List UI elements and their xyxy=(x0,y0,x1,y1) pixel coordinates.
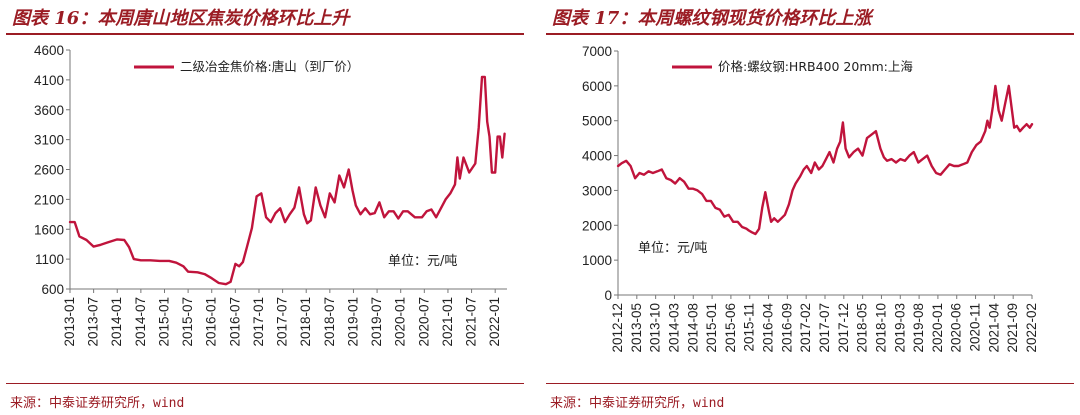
y-tick-label: 4000 xyxy=(582,149,612,164)
y-tick-label: 3100 xyxy=(34,133,64,148)
x-tick-label: 2018-10 xyxy=(873,303,888,353)
y-tick-label: 1000 xyxy=(582,253,612,268)
x-tick-label: 2015-07 xyxy=(180,297,195,347)
x-tick-label: 2020-11 xyxy=(968,303,983,352)
x-tick-label: 2016-04 xyxy=(761,303,776,353)
x-tick-label: 2017-12 xyxy=(836,303,851,353)
x-tick-label: 2021-09 xyxy=(1005,303,1020,353)
y-tick-label: 2000 xyxy=(582,218,612,233)
coke-price-chart: 600 1100 1600 2100 2600 3100 3600 4100 4600 2013-… xyxy=(34,43,507,347)
y-tick-label: 7000 xyxy=(582,44,612,59)
title-divider xyxy=(6,33,524,35)
x-tick-label: 2022-02 xyxy=(1024,303,1039,353)
rebar-price-chart: 0 1000 2000 3000 4000 5000 6000 7000 2012-12 2013… xyxy=(582,44,1039,353)
x-tick-label: 2020-07 xyxy=(416,297,431,347)
y-tick-label: 0 xyxy=(604,288,612,303)
series-line xyxy=(68,75,506,286)
y-tick-label: 3600 xyxy=(34,103,64,118)
x-tick-label: 2018-05 xyxy=(855,303,870,353)
x-tick-label: 2018-07 xyxy=(322,297,337,347)
source-note: 来源：中泰证券研究所，wind xyxy=(550,396,725,411)
x-tick-label: 2015-11 xyxy=(742,303,757,352)
x-tick-label: 2014-08 xyxy=(685,303,700,353)
y-tick-label: 1100 xyxy=(35,252,64,267)
figure-title: 图表 17：本周螺纹钢现货价格环比上涨 xyxy=(552,8,872,29)
y-tick-label: 2600 xyxy=(34,163,64,178)
figure-title: 图表 16：本周唐山地区焦炭价格环比上升 xyxy=(12,8,350,29)
x-tick-label: 2015-01 xyxy=(704,303,719,353)
x-tick-label: 2020-01 xyxy=(393,297,408,347)
x-tick-label: 2021-07 xyxy=(464,297,479,347)
y-tick-label: 2100 xyxy=(34,192,64,207)
x-tick-label: 2016-09 xyxy=(779,303,794,353)
x-tick-label: 2014-03 xyxy=(666,303,681,353)
y-tick-label: 3000 xyxy=(582,183,612,198)
x-tick-label: 2017-07 xyxy=(817,303,832,353)
x-tick-label: 2019-03 xyxy=(892,303,907,353)
source-divider xyxy=(546,383,1074,384)
y-tick-label: 6000 xyxy=(582,79,612,94)
unit-label: 单位：元/吨 xyxy=(638,241,707,256)
x-tick-label: 2017-02 xyxy=(798,303,813,353)
chart-panel-tangshan-coke: 图表 16：本周唐山地区焦炭价格环比上升 600 1100 1600 2100 2600… xyxy=(0,0,530,415)
x-tick-label: 2020-06 xyxy=(949,303,964,353)
x-tick-label: 2021-04 xyxy=(986,303,1001,353)
x-tick-label: 2016-01 xyxy=(204,297,219,347)
legend-label: 二级冶金焦价格:唐山（到厂价） xyxy=(180,59,359,74)
y-tick-label: 5000 xyxy=(582,114,612,129)
source-note: 来源：中泰证券研究所，wind xyxy=(10,396,185,411)
x-tick-label: 2019-01 xyxy=(345,297,360,347)
y-tick-label: 4100 xyxy=(34,73,64,88)
x-tick-label: 2013-05 xyxy=(629,303,644,353)
source-divider xyxy=(6,383,524,384)
x-tick-label: 2018-01 xyxy=(298,297,313,347)
x-tick-label: 2013-10 xyxy=(648,303,663,353)
x-tick-label: 2021-01 xyxy=(440,297,455,347)
x-tick-label: 2022-01 xyxy=(487,297,502,347)
x-tick-label: 2014-07 xyxy=(133,297,148,347)
x-tick-label: 2012-12 xyxy=(610,303,625,353)
x-tick-label: 2014-01 xyxy=(109,297,124,347)
x-tick-label: 2020-01 xyxy=(930,303,945,353)
unit-label: 单位：元/吨 xyxy=(388,254,457,269)
x-tick-label: 2013-01 xyxy=(62,297,77,347)
x-tick-label: 2013-07 xyxy=(86,297,101,347)
y-tick-label: 4600 xyxy=(34,43,64,58)
x-tick-label: 2019-07 xyxy=(369,297,384,347)
legend-label: 价格:螺纹钢:HRB400 20mm:上海 xyxy=(718,59,913,74)
x-tick-label: 2017-01 xyxy=(251,297,266,347)
chart-panel-rebar-steel: 图表 17：本周螺纹钢现货价格环比上涨 0 1000 2000 3000 4000 500… xyxy=(540,0,1080,415)
x-tick-label: 2016-07 xyxy=(227,297,242,347)
series-line xyxy=(616,84,1034,236)
x-tick-label: 2015-01 xyxy=(156,297,171,347)
title-divider xyxy=(546,33,1074,35)
x-tick-label: 2015-06 xyxy=(723,303,738,353)
x-tick-label: 2019-08 xyxy=(911,303,926,353)
y-tick-label: 600 xyxy=(41,282,64,297)
x-tick-label: 2017-07 xyxy=(275,297,290,347)
y-tick-label: 1600 xyxy=(34,222,64,237)
